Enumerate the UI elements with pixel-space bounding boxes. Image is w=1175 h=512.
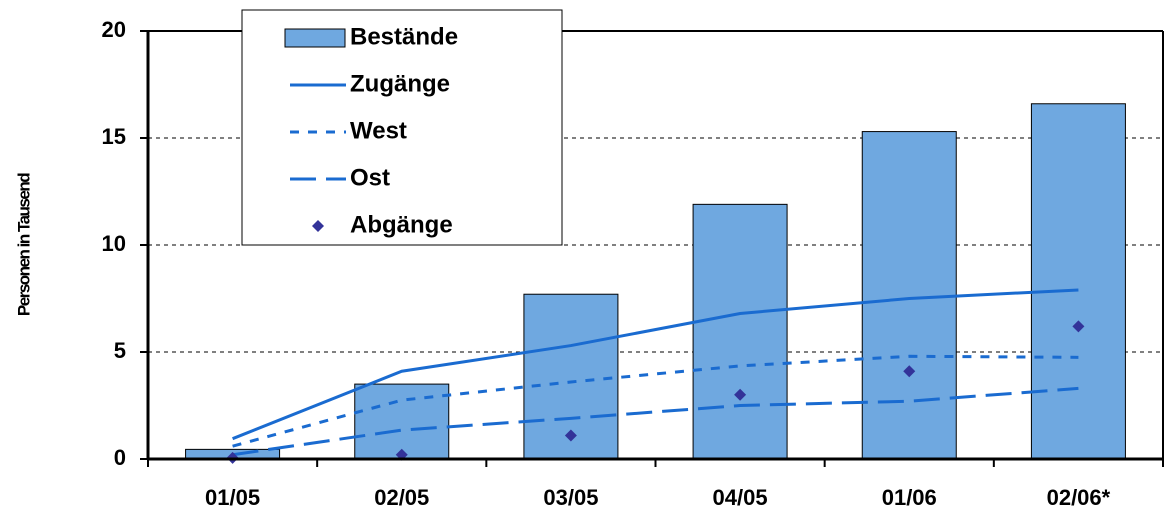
- legend-swatch: [312, 220, 324, 232]
- legend-label: Abgänge: [350, 211, 453, 238]
- point: [1072, 320, 1085, 333]
- legend-label: Bestände: [350, 23, 458, 50]
- bar: [692, 203, 788, 460]
- legend-swatch: [284, 28, 346, 48]
- bar: [861, 131, 957, 460]
- line: [232, 354, 1079, 448]
- x-tick-label: 01/06: [882, 485, 937, 510]
- point: [903, 365, 916, 378]
- legend-label: Ost: [350, 164, 390, 191]
- x-tick-label: 04/05: [713, 485, 768, 510]
- line: [232, 386, 1079, 457]
- y-tick-label: 10: [102, 231, 126, 256]
- x-tick-label: 02/05: [374, 485, 429, 510]
- y-tick-label: 15: [102, 124, 126, 149]
- legend-label: Zugänge: [350, 70, 450, 97]
- y-axis-label: Personen in Tausend: [14, 173, 33, 316]
- y-tick-label: 5: [114, 338, 126, 363]
- x-tick-label: 02/06*: [1047, 485, 1111, 510]
- line: [232, 288, 1079, 441]
- legend-box: [241, 9, 563, 246]
- x-tick-label: 03/05: [543, 485, 598, 510]
- bar: [1030, 103, 1126, 460]
- point: [564, 429, 577, 442]
- y-tick-label: 20: [102, 17, 126, 42]
- y-tick-label: 0: [114, 445, 126, 470]
- legend-label: West: [350, 117, 407, 144]
- bar: [354, 383, 450, 460]
- x-tick-label: 01/05: [205, 485, 260, 510]
- point: [734, 388, 747, 401]
